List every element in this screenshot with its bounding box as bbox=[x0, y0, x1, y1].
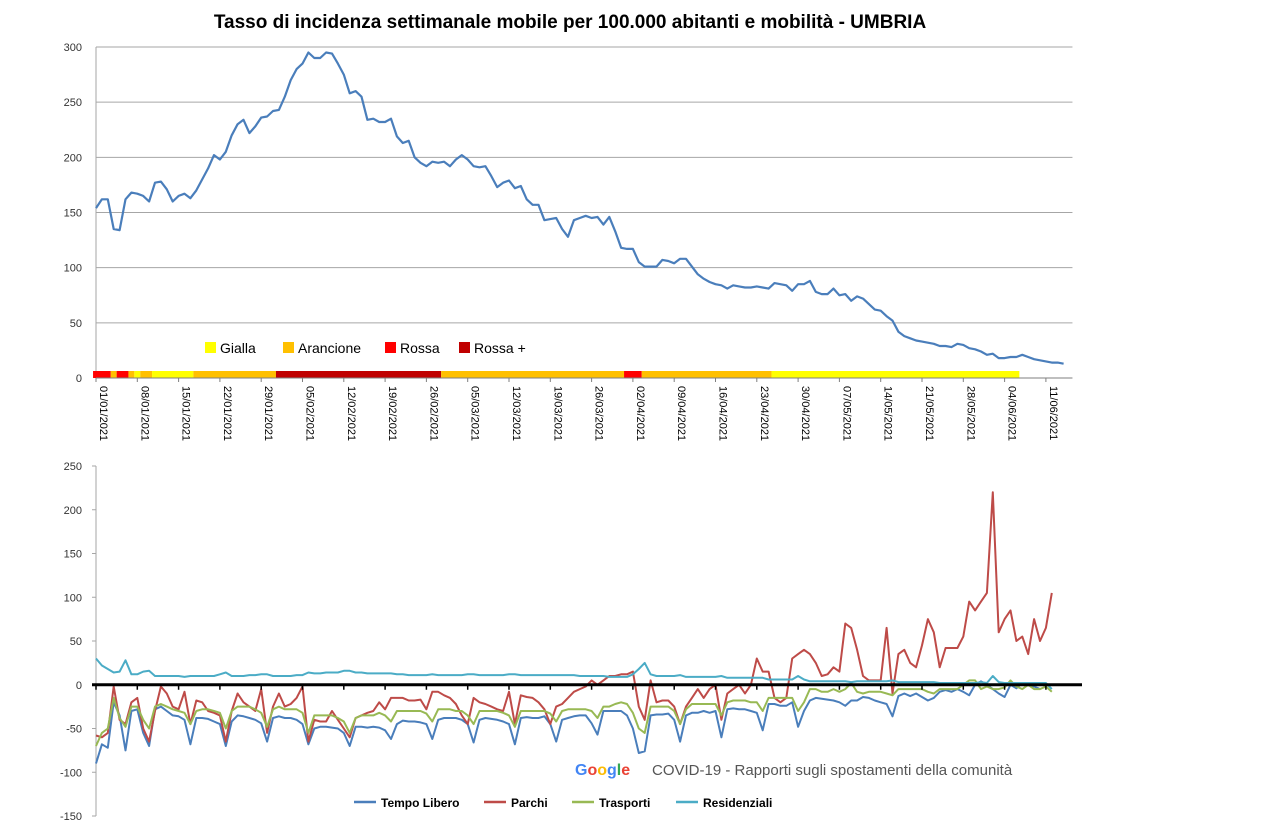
x-tick-label: 26/03/2021 bbox=[593, 386, 605, 441]
zone-segment bbox=[624, 371, 642, 378]
zone-legend-label: Rossa bbox=[400, 340, 440, 356]
y-tick-label: 100 bbox=[64, 592, 82, 604]
x-tick-label: 28/05/2021 bbox=[964, 386, 976, 441]
y-tick-label: 300 bbox=[64, 42, 82, 54]
y-tick-label: 50 bbox=[70, 636, 82, 648]
zone-segment bbox=[93, 371, 111, 378]
bottom-chart-series bbox=[92, 491, 1082, 764]
legend-label: Trasporti bbox=[599, 796, 650, 810]
x-tick-label: 23/04/2021 bbox=[758, 386, 770, 441]
x-tick-label: 29/01/2021 bbox=[262, 386, 274, 441]
legend-label: Parchi bbox=[511, 796, 548, 810]
zone-segment bbox=[116, 371, 129, 378]
x-tick-label: 26/02/2021 bbox=[427, 386, 439, 441]
y-tick-label: 250 bbox=[64, 97, 82, 109]
legend-label: Residenziali bbox=[703, 796, 772, 810]
x-tick-label: 01/01/2021 bbox=[97, 386, 109, 441]
zone-legend-label: Arancione bbox=[298, 340, 361, 356]
y-tick-label: -100 bbox=[60, 767, 82, 779]
x-tick-label: 12/02/2021 bbox=[345, 386, 357, 441]
zone-segment bbox=[140, 371, 153, 378]
y-tick-label: 100 bbox=[64, 263, 82, 275]
x-tick-label: 16/04/2021 bbox=[717, 386, 729, 441]
zone-legend: Gialla Arancione Rossa Rossa + bbox=[205, 340, 526, 356]
chart-title: Tasso di incidenza settimanale mobile pe… bbox=[213, 12, 927, 33]
zone-segment bbox=[193, 371, 276, 378]
top-chart-series bbox=[95, 51, 1064, 365]
zone-segment bbox=[128, 371, 135, 378]
x-tick-label: 09/04/2021 bbox=[675, 386, 687, 441]
x-tick-label: 30/04/2021 bbox=[799, 386, 811, 441]
zone-segment bbox=[152, 371, 194, 378]
x-tick-label: 11/06/2021 bbox=[1047, 386, 1059, 440]
bottom-chart-y-axis: -150 -100 -50 0 50 100 150 200 250 bbox=[60, 461, 97, 821]
y-tick-label: 150 bbox=[64, 549, 82, 561]
y-tick-label: 0 bbox=[76, 373, 82, 385]
google-source-caption: Google COVID-19 - Rapporti sugli spostame… bbox=[575, 762, 1013, 779]
x-tick-label: 15/01/2021 bbox=[180, 386, 192, 441]
top-chart-zone-bar bbox=[93, 371, 1020, 378]
zone-segment bbox=[641, 371, 772, 378]
mobility-legend: Tempo Libero Parchi Trasporti Residenziali bbox=[354, 796, 772, 810]
top-chart-gridlines bbox=[96, 46, 1073, 324]
y-tick-label: 150 bbox=[64, 208, 82, 220]
x-tick-label: 05/02/2021 bbox=[304, 386, 316, 441]
y-tick-label: 200 bbox=[64, 505, 82, 517]
x-tick-label: 19/02/2021 bbox=[386, 386, 398, 441]
google-logo: Google bbox=[575, 762, 630, 779]
zone-legend-swatch bbox=[205, 342, 216, 353]
series-line-tempo-libero bbox=[95, 680, 1041, 764]
zone-segment bbox=[275, 371, 442, 378]
zone-legend-label: Rossa + bbox=[474, 340, 526, 356]
zone-legend-swatch bbox=[385, 342, 396, 353]
x-tick-label: 14/05/2021 bbox=[882, 386, 894, 441]
x-tick-label: 02/04/2021 bbox=[634, 386, 646, 441]
top-chart-y-axis: 0 50 100 150 200 250 300 bbox=[64, 42, 97, 385]
top-chart-x-axis: 01/01/2021 08/01/2021 15/01/2021 22/01/2021… bbox=[95, 377, 1073, 441]
zone-legend-label: Gialla bbox=[220, 340, 256, 356]
zone-segment bbox=[134, 371, 141, 378]
x-tick-label: 12/03/2021 bbox=[510, 386, 522, 441]
x-tick-label: 04/06/2021 bbox=[1006, 386, 1018, 441]
x-tick-label: 05/03/2021 bbox=[469, 386, 481, 441]
y-tick-label: -150 bbox=[60, 811, 82, 821]
x-tick-label: 21/05/2021 bbox=[923, 386, 935, 441]
y-tick-label: 250 bbox=[64, 461, 82, 473]
y-tick-label: 50 bbox=[70, 318, 82, 330]
y-tick-label: 200 bbox=[64, 152, 82, 164]
zone-legend-swatch bbox=[283, 342, 294, 353]
legend-label: Tempo Libero bbox=[381, 796, 459, 810]
x-tick-label: 19/03/2021 bbox=[551, 386, 563, 441]
x-tick-label: 22/01/2021 bbox=[221, 386, 233, 441]
series-line-residenziali bbox=[95, 657, 1053, 690]
source-text: COVID-19 - Rapporti sugli spostamenti de… bbox=[652, 762, 1013, 779]
y-tick-label: -50 bbox=[66, 724, 82, 736]
zone-segment bbox=[110, 371, 117, 378]
zone-segment bbox=[441, 371, 625, 378]
series-line-parchi bbox=[95, 491, 1053, 743]
y-tick-label: 0 bbox=[76, 680, 82, 692]
x-tick-label: 08/01/2021 bbox=[138, 386, 150, 441]
incidence-line bbox=[95, 51, 1064, 365]
zone-legend-swatch bbox=[459, 342, 470, 353]
zone-segment bbox=[771, 371, 1020, 378]
x-tick-label: 07/05/2021 bbox=[840, 386, 852, 441]
series-line-trasporti bbox=[95, 679, 1053, 747]
